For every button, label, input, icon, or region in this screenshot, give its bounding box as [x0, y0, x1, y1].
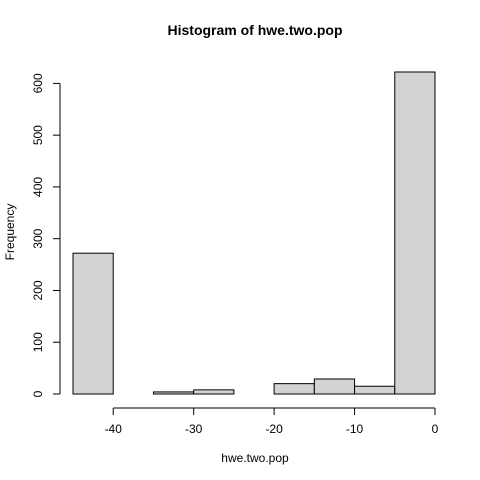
histogram-bar-6 [314, 379, 354, 394]
y-axis: 0 100 200 300 400 500 600 [31, 73, 60, 397]
x-tick-label-2: -20 [265, 422, 283, 436]
x-axis: -40 -30 -20 -10 0 [105, 408, 439, 436]
bars-group [73, 72, 435, 394]
x-tick-label-0: -40 [105, 422, 123, 436]
histogram-bar-8 [395, 72, 435, 394]
histogram-bar-5 [274, 384, 314, 394]
y-tick-label-0: 0 [31, 390, 45, 397]
y-tick-label-5: 500 [31, 125, 45, 145]
histogram-bar-2 [153, 392, 193, 394]
y-tick-label-4: 400 [31, 177, 45, 197]
y-tick-label-3: 300 [31, 228, 45, 248]
y-tick-label-2: 200 [31, 280, 45, 300]
x-tick-label-1: -30 [185, 422, 203, 436]
y-tick-label-1: 100 [31, 332, 45, 352]
x-tick-label-3: -10 [346, 422, 364, 436]
y-tick-label-6: 600 [31, 73, 45, 93]
y-axis-label: Frequency [3, 204, 17, 261]
chart-title: Histogram of hwe.two.pop [168, 22, 343, 38]
histogram-bar-0 [73, 253, 113, 394]
x-axis-label: hwe.two.pop [221, 451, 289, 465]
histogram-bar-7 [355, 386, 395, 394]
histogram-bar-3 [194, 390, 234, 394]
x-tick-label-4: 0 [432, 422, 439, 436]
